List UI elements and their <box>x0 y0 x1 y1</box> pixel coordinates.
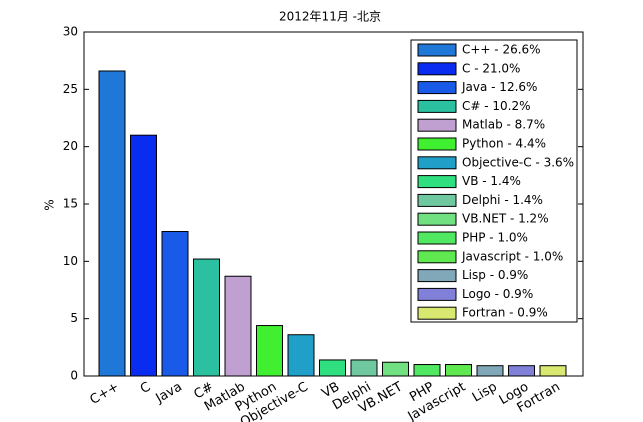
legend-label: Objective-C - 3.6% <box>462 155 574 169</box>
bar <box>193 258 220 377</box>
legend-swatch <box>417 287 457 301</box>
legend-swatch <box>417 156 457 170</box>
legend-swatch <box>417 137 457 151</box>
legend-swatch <box>417 118 457 132</box>
bar <box>445 364 472 377</box>
legend-swatch <box>417 250 457 264</box>
plot-frame <box>83 31 584 377</box>
legend-swatch <box>417 81 457 95</box>
bar <box>287 334 315 377</box>
y-tick-label: 15 <box>63 197 78 211</box>
bar <box>382 361 409 377</box>
x-tick-label: Java <box>153 380 185 407</box>
bar <box>224 275 252 377</box>
legend-label: Fortran - 0.9% <box>462 306 548 320</box>
x-tick-label: Lisp <box>470 380 500 406</box>
y-tick-label: 0 <box>70 369 78 383</box>
legend-swatch <box>417 269 457 283</box>
y-tick-label: 20 <box>63 139 78 153</box>
legend-label: VB - 1.4% <box>462 174 521 188</box>
legend-label: Lisp - 0.9% <box>462 268 528 282</box>
y-tick-label: 10 <box>63 254 78 268</box>
legend-label: C++ - 26.6% <box>462 43 541 57</box>
bar <box>539 365 567 377</box>
legend-swatch <box>417 175 457 189</box>
legend-label: Java - 12.6% <box>461 80 537 94</box>
legend-swatch <box>417 231 457 245</box>
bar <box>508 365 535 377</box>
legend-swatch <box>417 306 457 320</box>
legend-swatch <box>417 99 457 113</box>
legend-swatch <box>417 193 457 207</box>
bar <box>350 359 378 377</box>
bar <box>413 364 441 377</box>
legend-label: Delphi - 1.4% <box>462 193 543 207</box>
y-axis-label: % <box>43 199 57 210</box>
y-tick-label: 30 <box>63 25 78 39</box>
y-tick-label: 5 <box>70 311 78 325</box>
legend-label: PHP - 1.0% <box>462 231 528 245</box>
legend-swatch <box>417 212 457 226</box>
legend-label: VB.NET - 1.2% <box>462 212 549 226</box>
bar <box>98 70 126 377</box>
x-tick-label: C++ <box>88 380 122 408</box>
x-tick-label: C <box>138 380 153 398</box>
legend-swatch <box>417 43 457 57</box>
legend-swatch <box>417 62 457 76</box>
legend-label: Python - 4.4% <box>462 137 546 151</box>
bar <box>476 365 504 377</box>
chart-title: 2012年11月 -北京 <box>279 10 381 24</box>
bar <box>161 231 189 377</box>
bar <box>319 359 346 377</box>
y-tick-label: 25 <box>63 82 78 96</box>
bar <box>256 325 283 377</box>
legend-label: Matlab - 8.7% <box>462 118 545 132</box>
legend-label: Logo - 0.9% <box>462 287 533 301</box>
legend-label: C# - 10.2% <box>462 99 531 113</box>
legend-label: Javascript - 1.0% <box>461 249 563 263</box>
legend-label: C - 21.0% <box>462 61 520 75</box>
bar <box>130 134 157 377</box>
